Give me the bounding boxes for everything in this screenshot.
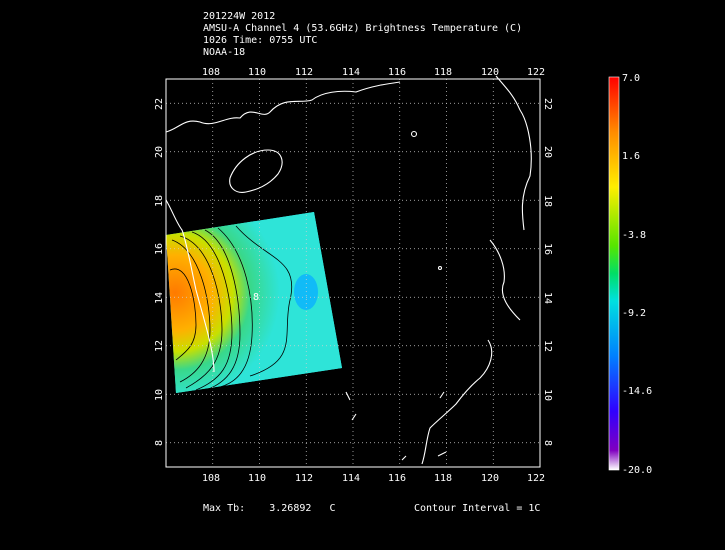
lat-tick-label: 8 (542, 440, 553, 446)
lon-tick-label: 118 (434, 67, 452, 78)
lon-tick-label: 108 (202, 67, 220, 78)
map-frame (165, 78, 541, 468)
lon-tick-label: 112 (295, 473, 313, 484)
lat-tick-label: 8 (154, 440, 165, 446)
lat-tick-label: 10 (154, 389, 165, 401)
lat-tick-label: 12 (542, 340, 553, 352)
map-header: 201224W 2012 AMSU-A Channel 4 (53.6GHz) … (203, 11, 522, 59)
lon-tick-label: 116 (388, 473, 406, 484)
lon-tick-label: 114 (342, 473, 360, 484)
lon-tick-label: 118 (434, 473, 452, 484)
max-tb-label: Max Tb: (203, 503, 246, 514)
header-time: 1026 Time: 0755 UTC (203, 35, 318, 46)
lon-tick-label: 116 (388, 67, 406, 78)
lon-tick-label: 110 (248, 473, 266, 484)
lon-tick-label: 112 (295, 67, 313, 78)
lat-ticks-left: 22 20 18 16 14 12 10 8 (154, 98, 165, 446)
lat-tick-label: 22 (154, 98, 165, 110)
header-satellite: NOAA-18 (203, 47, 246, 58)
color-scale-bar (608, 76, 620, 471)
lon-tick-label: 122 (527, 67, 545, 78)
lat-tick-label: 16 (154, 243, 165, 255)
header-product-id: 201224W 2012 (203, 11, 276, 22)
lat-tick-label: 22 (542, 98, 553, 110)
lon-tick-label: 122 (527, 473, 545, 484)
color-scale-label: -14.6 (622, 386, 652, 397)
color-scale-label: 1.6 (622, 151, 640, 162)
lon-ticks-top: 108 110 112 114 116 118 120 122 (202, 67, 545, 78)
lon-tick-label: 120 (481, 67, 499, 78)
contour-lines (169, 225, 293, 391)
contour-label: 8 (253, 292, 259, 303)
lon-ticks-bottom: 108 110 112 114 116 118 120 122 (202, 473, 545, 484)
color-scale-label: -3.8 (622, 230, 646, 241)
contour-interval: Contour Interval = 1C (414, 503, 541, 514)
lat-tick-label: 16 (542, 243, 553, 255)
header-channel: AMSU-A Channel 4 (53.6GHz) Brightness Te… (203, 23, 523, 34)
lat-ticks-right: 22 20 18 16 14 12 10 8 (542, 98, 553, 446)
coastlines (165, 75, 532, 465)
lat-tick-label: 20 (154, 146, 165, 158)
lon-tick-label: 114 (342, 67, 360, 78)
lat-tick-label: 18 (542, 195, 553, 207)
lat-tick-label: 14 (154, 292, 165, 304)
lat-tick-label: 18 (154, 195, 165, 207)
lat-tick-label: 10 (542, 389, 553, 401)
lat-tick-label: 20 (542, 146, 553, 158)
lon-tick-label: 108 (202, 473, 220, 484)
lon-tick-label: 110 (248, 67, 266, 78)
max-tb-readout: Max Tb: 3.26892 C (203, 503, 336, 514)
color-scale-label: -9.2 (622, 308, 646, 319)
lon-tick-label: 120 (481, 473, 499, 484)
color-scale-label: -20.0 (622, 465, 652, 476)
max-tb-value: 3.26892 (269, 503, 312, 514)
lat-tick-label: 12 (154, 340, 165, 352)
max-tb-unit: C (329, 503, 336, 514)
color-scale-label: 7.0 (622, 73, 640, 84)
lat-tick-label: 14 (542, 292, 553, 304)
